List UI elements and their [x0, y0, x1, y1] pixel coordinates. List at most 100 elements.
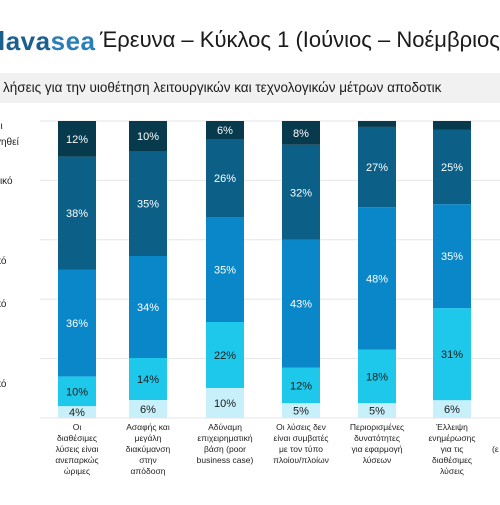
category-label: είναι συμβατές	[274, 433, 329, 443]
data-label: 48%	[366, 273, 388, 285]
bar-segment	[358, 207, 396, 350]
category-label: για εφαρμογή	[351, 444, 402, 454]
logo-text-a: lava	[0, 26, 51, 56]
data-label: 35%	[214, 265, 236, 277]
bar-segment	[129, 358, 167, 400]
data-label: 10%	[66, 386, 88, 398]
category-label: ώριμες	[64, 466, 90, 476]
data-label: 27%	[366, 162, 388, 174]
bar-segment	[206, 217, 244, 322]
bar-segment	[433, 204, 471, 309]
data-label: 22%	[214, 350, 236, 362]
bar-segment	[206, 139, 244, 217]
data-label: 25%	[441, 162, 463, 174]
category-label: Οι	[73, 422, 82, 432]
category-label: βάση (poor	[204, 444, 246, 454]
bar-segment	[206, 388, 244, 418]
chart-subtitle: λήσεις για την υιοθέτηση λειτουργικών κα…	[3, 80, 442, 95]
category-label: λύσεις	[440, 466, 464, 476]
chart-area: 4% 10% 36% 38% 12% Οι διαθέσιμες λύσεις είναι αν…	[0, 105, 500, 500]
data-label: 8%	[293, 128, 309, 140]
bar-segment	[433, 129, 471, 205]
data-label: 26%	[214, 173, 236, 185]
category-label: διακύμανση	[126, 444, 171, 454]
data-label: 6%	[140, 404, 156, 416]
category-label: λύσεων	[363, 455, 392, 465]
category-label: διαθέσιμες	[432, 455, 472, 465]
category-label: Περιορισμένες	[350, 422, 404, 432]
header: lavasea Έρευνα – Κύκλος 1 (Ιούνιος – Νοέ…	[0, 0, 500, 70]
bar-segment	[129, 121, 167, 151]
legend-fragment: κό	[0, 299, 7, 310]
bar-segment	[58, 156, 96, 270]
data-label: 6%	[444, 404, 460, 416]
legend-fragment: ει	[0, 121, 3, 132]
bar-segment	[58, 121, 96, 157]
bar-segment	[282, 239, 320, 368]
bar-segment	[58, 406, 96, 418]
data-label: 14%	[137, 374, 159, 386]
category-label: επιχειρηματική	[197, 433, 253, 443]
category-label: δυνατότητες	[354, 433, 400, 443]
category-label: λύσεις είναι	[56, 444, 99, 454]
bar-segment	[433, 400, 471, 418]
bar-segment	[358, 121, 396, 127]
category-label: Ασαφής και	[126, 422, 170, 432]
logo-text-b: sea	[50, 26, 96, 56]
data-label: 5%	[293, 406, 309, 418]
category-label: Οι λύσεις δεν	[276, 422, 326, 432]
category-label: με τον τύπο	[279, 444, 323, 454]
category-label: business case)	[197, 455, 254, 465]
legend-fragment: κό	[0, 379, 7, 390]
bar-segment	[358, 126, 396, 208]
bar-segment	[282, 403, 320, 418]
data-label: 6%	[217, 125, 233, 137]
category-label: απόδοση	[131, 466, 166, 476]
bar-segment	[282, 144, 320, 240]
category-label: Αδύναμη	[208, 422, 242, 432]
category-label-fragment: (ε	[492, 444, 499, 454]
bar-segment	[58, 269, 96, 377]
bar-segment	[433, 308, 471, 401]
data-label: 5%	[369, 406, 385, 418]
bar-segment	[282, 367, 320, 404]
bar-segment	[206, 121, 244, 139]
data-label: 18%	[366, 371, 388, 383]
data-label: 4%	[69, 407, 85, 419]
bar-segment	[358, 403, 396, 418]
data-label: 10%	[137, 131, 159, 143]
bar-segment	[433, 121, 471, 130]
category-label: στην	[139, 455, 157, 465]
logo: lavasea	[0, 26, 96, 57]
data-label: 12%	[290, 380, 312, 392]
category-label: ενημέρωσης	[429, 433, 476, 443]
data-label: 10%	[214, 398, 236, 410]
bar-segment	[129, 151, 167, 256]
category-label: ανεπαρκώς	[55, 455, 98, 465]
bar-segment	[129, 400, 167, 418]
data-label: 38%	[66, 208, 88, 220]
data-label: 34%	[137, 302, 159, 314]
data-label: 36%	[66, 318, 88, 330]
data-label: 35%	[137, 199, 159, 211]
bar-segment	[282, 121, 320, 145]
legend-fragment: τικό	[0, 176, 13, 187]
bar-segment	[206, 322, 244, 388]
legend-fragment: γηθεί	[0, 137, 19, 148]
data-label: 31%	[441, 349, 463, 361]
category-label: για τις	[441, 444, 464, 454]
subtitle-band	[0, 73, 500, 103]
category-label: διαθέσιμες	[57, 433, 97, 443]
bar-segment	[129, 256, 167, 358]
category-label: Έλλειψη	[435, 422, 468, 432]
data-label: 32%	[290, 187, 312, 199]
page-title: Έρευνα – Κύκλος 1 (Ιούνιος – Νοέμβριος	[100, 27, 500, 52]
category-label: μεγάλη	[135, 433, 162, 443]
bar-segment	[58, 376, 96, 407]
legend-fragment: κό	[0, 256, 7, 267]
data-label: 43%	[290, 299, 312, 311]
data-label: 35%	[441, 251, 463, 263]
bar-segment	[358, 349, 396, 404]
category-label: πλοίου/πλοίων	[273, 455, 329, 465]
